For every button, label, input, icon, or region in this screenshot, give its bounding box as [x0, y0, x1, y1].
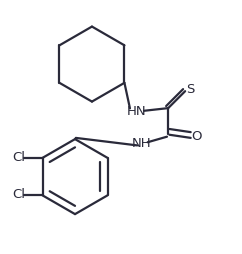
- Text: HN: HN: [127, 105, 147, 118]
- Text: Cl: Cl: [12, 188, 25, 201]
- Text: S: S: [186, 83, 195, 96]
- Text: NH: NH: [132, 137, 151, 150]
- Text: O: O: [191, 130, 201, 143]
- Text: Cl: Cl: [12, 151, 25, 164]
